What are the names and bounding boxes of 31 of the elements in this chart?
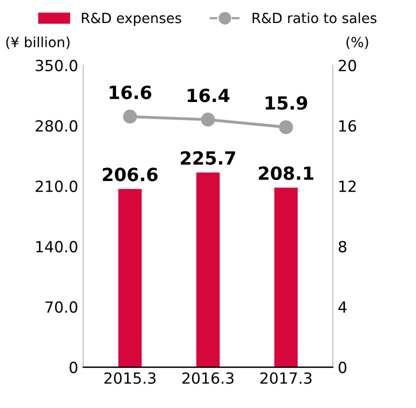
y2-tick-label: 8 (338, 240, 346, 252)
data-label: 16.4 (188, 88, 230, 102)
data-label: 225.7 (180, 151, 236, 165)
x-tick-label: 2017.3 (260, 372, 312, 384)
y-tick-label: 140.0 (36, 240, 78, 252)
y2-tick-label: 20 (338, 60, 356, 72)
y-axis-title: (¥ billion) (6, 36, 70, 49)
data-label: 208.1 (258, 166, 314, 180)
y-tick-label: 210.0 (36, 180, 78, 192)
x-tick-label: 2015.3 (104, 372, 156, 384)
y-tick-label: 0 (70, 362, 78, 374)
x-tick-label: 2016.3 (182, 372, 234, 384)
y-tick-label: 70.0 (46, 301, 78, 313)
y2-tick-label: 0 (338, 362, 346, 374)
y-tick-label: 280.0 (36, 120, 78, 132)
bar (274, 188, 298, 368)
y2-tick-label: 4 (338, 301, 347, 313)
data-label: 206.6 (102, 168, 158, 182)
y2-tick-label: 16 (339, 120, 356, 132)
point (123, 110, 137, 124)
bar (118, 188, 142, 368)
y-tick-label: 350.0 (36, 60, 78, 72)
y2-axis-title: (%) (346, 36, 368, 49)
bar (196, 172, 220, 368)
point (279, 120, 293, 134)
y2-tick-label: 12 (339, 180, 356, 192)
data-label: 16.6 (110, 86, 152, 100)
legend-label: R&D ratio to sales (252, 12, 376, 24)
point (201, 112, 215, 127)
data-label: 15.9 (266, 96, 308, 110)
legend-label: R&D expenses (82, 12, 182, 26)
